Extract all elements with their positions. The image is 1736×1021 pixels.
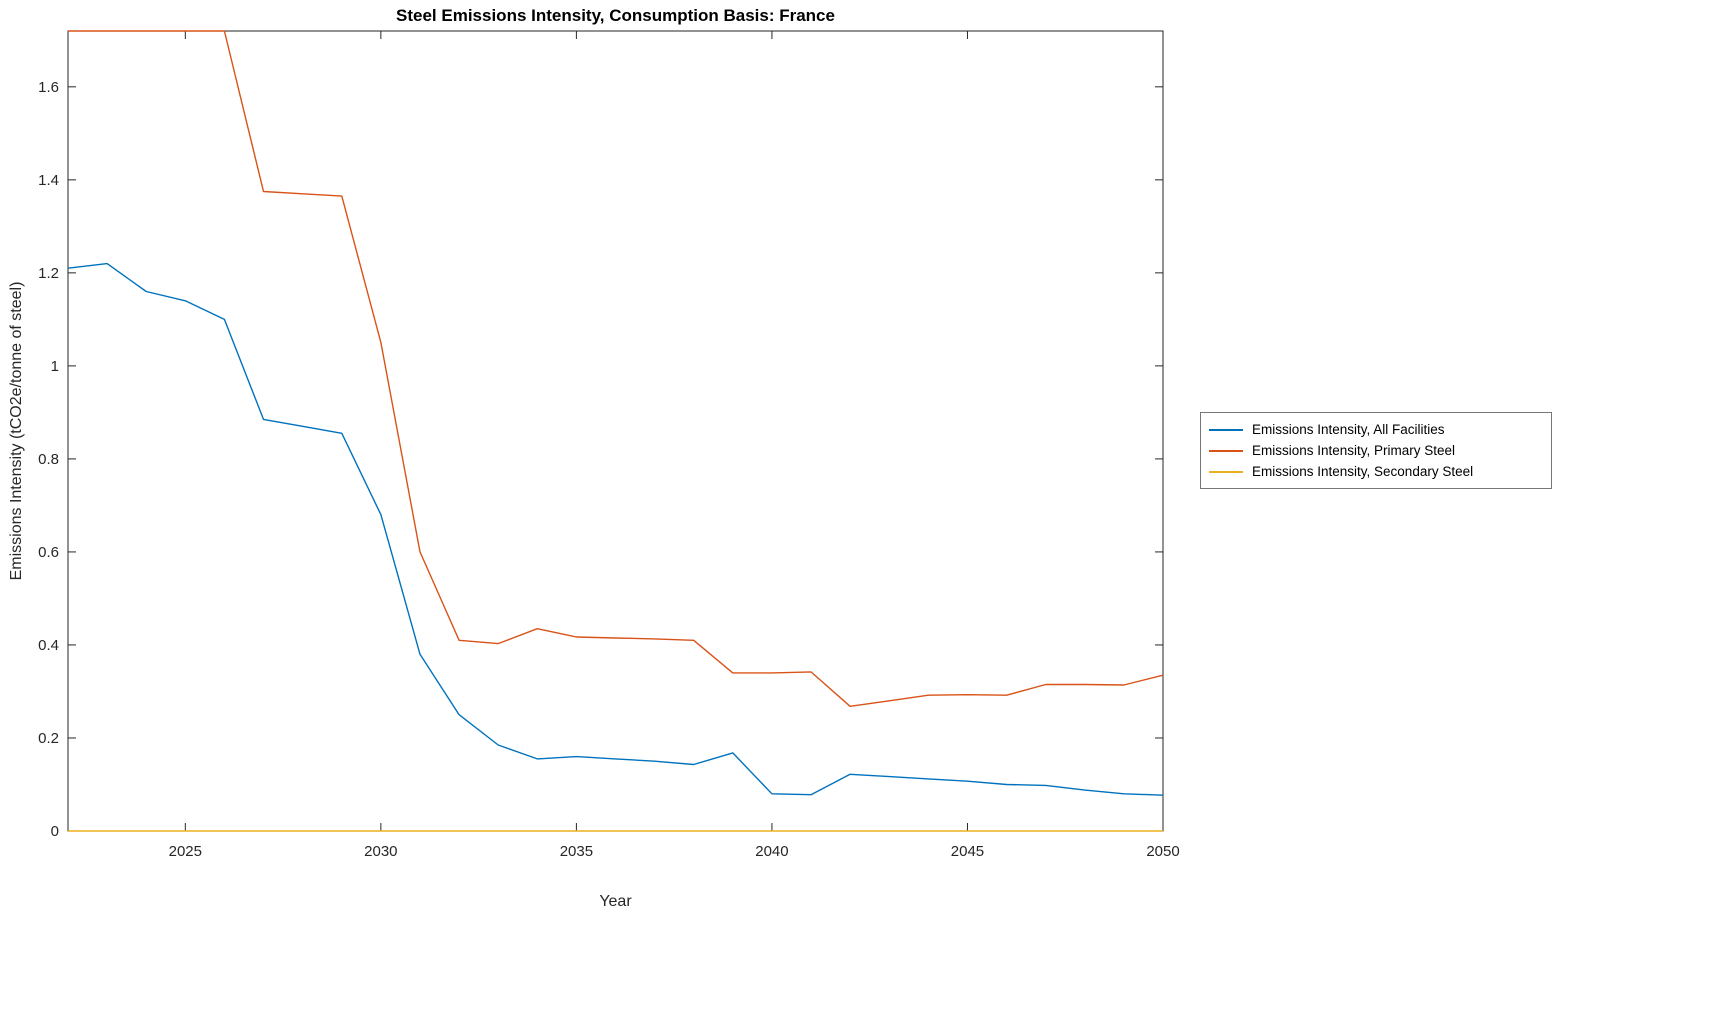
plot-box [67, 30, 1164, 832]
x-tick-label: 2035 [560, 843, 593, 860]
legend-item-secondary-steel: Emissions Intensity, Secondary Steel [1209, 461, 1543, 482]
y-tick-label: 0.6 [38, 544, 59, 561]
chart-title: Steel Emissions Intensity, Consumption B… [396, 6, 835, 25]
x-tick-label: 2025 [169, 843, 202, 860]
x-tick-label: 2050 [1146, 843, 1179, 860]
y-tick-label: 1.2 [38, 265, 59, 282]
series-line-1 [68, 30, 1164, 707]
y-tick-label: 1.4 [38, 172, 59, 189]
x-tick-label: 2045 [951, 843, 984, 860]
legend-line-sample-orange [1209, 449, 1243, 452]
x-axis-label: Year [599, 893, 632, 910]
legend-label: Emissions Intensity, All Facilities [1252, 422, 1445, 437]
legend-item-all-facilities: Emissions Intensity, All Facilities [1209, 419, 1543, 440]
y-tick-label: 0 [51, 823, 59, 840]
y-tick-label: 1 [51, 358, 59, 375]
legend-label: Emissions Intensity, Primary Steel [1252, 443, 1456, 458]
y-tick-label: 0.8 [38, 451, 59, 468]
legend-item-primary-steel: Emissions Intensity, Primary Steel [1209, 440, 1543, 461]
series-line-0 [67, 262, 1164, 796]
legend-line-sample-blue [1209, 428, 1243, 431]
x-tick-label: 2030 [364, 843, 397, 860]
y-tick-label: 1.6 [38, 79, 59, 96]
y-axis-label-text: Emissions Intensity (tCO2e/tonne of stee… [8, 281, 25, 581]
legend: Emissions Intensity, All Facilities Emis… [1200, 412, 1552, 489]
y-tick-label: 0.2 [38, 730, 59, 747]
y-tick-label: 0.4 [38, 637, 59, 654]
x-tick-label: 2040 [755, 843, 788, 860]
legend-label: Emissions Intensity, Secondary Steel [1252, 464, 1474, 479]
legend-line-sample-yellow [1209, 470, 1243, 473]
